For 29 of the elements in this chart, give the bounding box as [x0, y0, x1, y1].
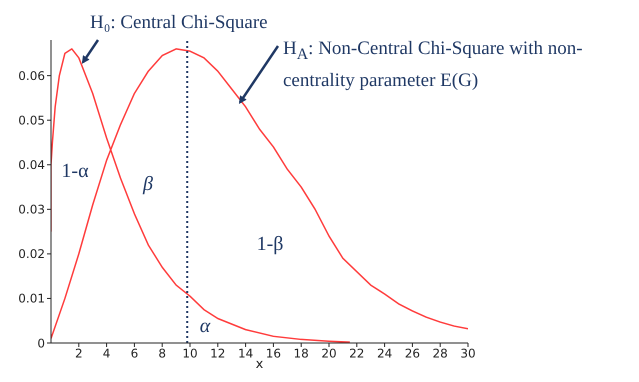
annotation: H₀: Central Chi-Square: [90, 11, 269, 35]
annotation: β: [142, 172, 154, 195]
x-tick-label: 20: [321, 346, 337, 361]
x-tick-label: 14: [238, 346, 254, 361]
x-tick-label: 30: [460, 346, 476, 361]
y-tick-label: 0.02: [18, 247, 45, 262]
annotation: 1-α: [61, 160, 90, 182]
x-axis-title: x: [256, 357, 264, 372]
x-tick-label: 28: [432, 346, 448, 361]
x-tick-label: 24: [376, 346, 392, 361]
annotation: 1-β: [256, 232, 284, 255]
y-tick-label: 0: [37, 336, 45, 350]
x-tick-label: 26: [404, 346, 420, 361]
x-tick-label: 18: [294, 346, 309, 361]
x-tick-label: 22: [349, 346, 364, 361]
annotation: α: [200, 314, 211, 337]
x-tick-label: 4: [102, 346, 110, 361]
y-tick-label: 0.03: [18, 202, 45, 217]
y-tick-label: 0.04: [18, 158, 45, 172]
x-tick-label: 16: [266, 346, 282, 361]
x-tick-label: 12: [210, 346, 226, 361]
y-tick-label: 0.05: [18, 113, 45, 128]
y-tick-label: 0.06: [18, 68, 45, 83]
x-tick-label: 6: [130, 346, 138, 361]
x-tick-label: 8: [158, 346, 166, 361]
y-tick-label: 0.01: [18, 292, 45, 306]
x-tick-label: 10: [182, 346, 198, 361]
x-tick-label: 2: [74, 346, 83, 361]
annotation: H$_{A}$: Non-Central Chi-Square with non-centrality parameter E(G): [283, 37, 584, 93]
